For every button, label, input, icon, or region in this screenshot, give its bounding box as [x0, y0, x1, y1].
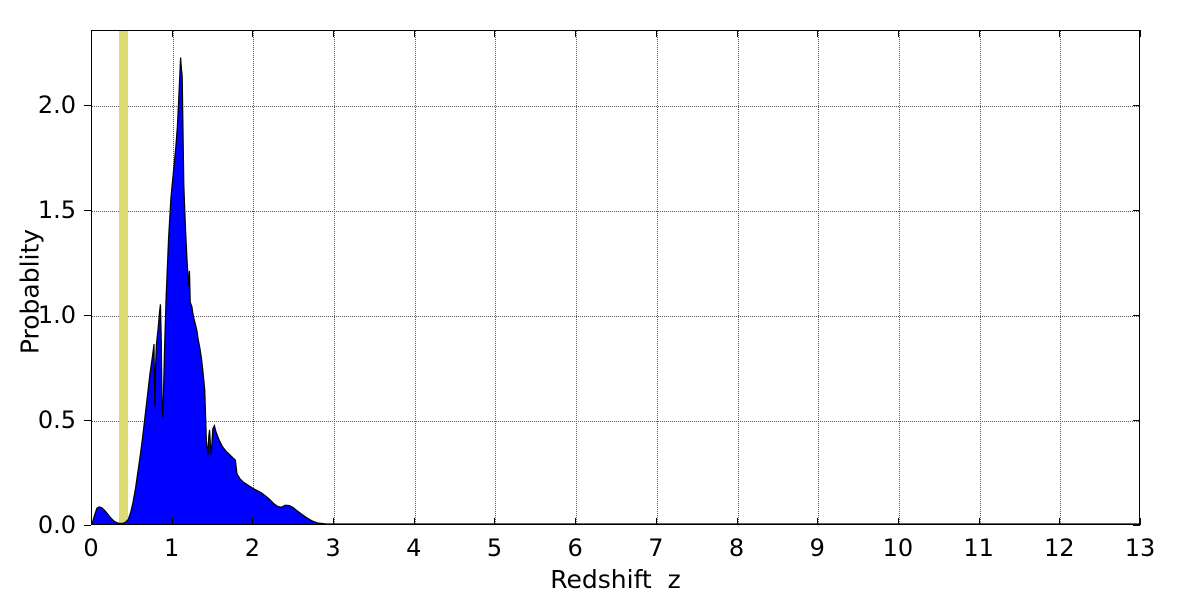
y-tick-right-2.0 — [1133, 104, 1140, 106]
x-tick-label-3: 3 — [325, 534, 341, 562]
x-tick-label-7: 7 — [648, 534, 664, 562]
y-tick-label-1.0: 1.0 — [37, 300, 76, 329]
x-tick-5 — [494, 518, 496, 525]
x-tick-top-10 — [897, 30, 899, 37]
gridline-x-11 — [979, 31, 981, 524]
x-tick-label-4: 4 — [406, 534, 422, 562]
x-tick-label-12: 12 — [1044, 534, 1075, 562]
y-tick-right-0.0 — [1133, 525, 1140, 526]
gridline-x-6 — [576, 31, 578, 524]
x-tick-label-6: 6 — [567, 534, 583, 562]
gridline-y-1.0 — [92, 315, 1139, 317]
gridline-x-7 — [656, 31, 658, 524]
gridline-x-9 — [818, 31, 820, 524]
x-tick-label-2: 2 — [244, 534, 261, 562]
x-tick-label-1: 1 — [164, 534, 180, 562]
x-tick-6 — [575, 518, 577, 525]
x-tick-top-4 — [413, 30, 415, 37]
x-tick-8 — [736, 518, 738, 525]
x-tick-top-13 — [1140, 30, 1141, 37]
x-tick-4 — [413, 518, 415, 525]
redshift-highlight-band — [119, 31, 129, 524]
y-tick-right-0.5 — [1133, 419, 1140, 421]
x-tick-2 — [252, 518, 254, 525]
gridline-x-3 — [334, 31, 336, 524]
y-tick-1.0 — [84, 314, 91, 316]
x-tick-top-3 — [333, 30, 335, 37]
distribution-fill — [92, 57, 1139, 524]
x-tick-10 — [897, 518, 899, 525]
x-tick-13 — [1140, 518, 1141, 525]
y-tick-label-0.0: 0.0 — [37, 511, 76, 539]
x-tick-label-0: 0 — [83, 534, 99, 562]
x-tick-label-10: 10 — [882, 534, 914, 562]
y-tick-label-2.0: 2.0 — [37, 90, 76, 119]
x-tick-top-6 — [575, 30, 577, 37]
gridline-x-4 — [414, 31, 416, 524]
x-tick-top-2 — [252, 30, 254, 37]
x-tick-7 — [655, 518, 657, 525]
y-tick-right-1.5 — [1133, 209, 1140, 211]
y-tick-right-1.0 — [1133, 314, 1140, 316]
x-tick-12 — [1059, 518, 1061, 525]
gridline-y-0.5 — [92, 420, 1139, 422]
y-tick-2.0 — [84, 104, 91, 106]
gridline-x-2 — [253, 31, 255, 524]
x-tick-label-8: 8 — [728, 534, 745, 562]
gridline-x-12 — [1060, 31, 1062, 524]
x-tick-top-5 — [494, 30, 496, 37]
x-tick-top-7 — [655, 30, 657, 37]
y-tick-label-0.5: 0.5 — [37, 405, 76, 434]
x-tick-0 — [91, 518, 92, 525]
x-tick-label-11: 11 — [963, 534, 994, 562]
gridline-y-1.5 — [92, 210, 1139, 212]
x-tick-3 — [333, 518, 335, 525]
probability-distribution-curve — [92, 57, 1139, 524]
x-tick-label-9: 9 — [809, 534, 825, 562]
x-tick-top-8 — [736, 30, 738, 37]
y-tick-label-1.5: 1.5 — [37, 195, 76, 224]
x-tick-top-9 — [817, 30, 819, 37]
x-tick-top-11 — [978, 30, 980, 37]
gridline-x-10 — [898, 31, 900, 524]
x-tick-label-13: 13 — [1124, 534, 1156, 562]
plot-area — [91, 30, 1140, 525]
gridline-x-5 — [495, 31, 497, 524]
y-tick-0.5 — [84, 419, 91, 421]
x-tick-1 — [171, 518, 173, 525]
x-axis-label: Redshift z — [550, 565, 681, 594]
y-tick-1.5 — [84, 209, 91, 211]
x-tick-11 — [978, 518, 980, 525]
x-tick-top-12 — [1059, 30, 1061, 37]
gridline-y-2.0 — [92, 105, 1139, 107]
x-tick-label-5: 5 — [486, 534, 503, 562]
x-tick-top-0 — [91, 30, 92, 37]
y-axis-label: Probablity — [15, 228, 45, 355]
x-tick-9 — [817, 518, 819, 525]
y-tick-0.0 — [84, 525, 91, 526]
x-tick-top-1 — [171, 30, 173, 37]
gridline-x-8 — [737, 31, 739, 524]
distribution-outline — [92, 57, 1139, 524]
